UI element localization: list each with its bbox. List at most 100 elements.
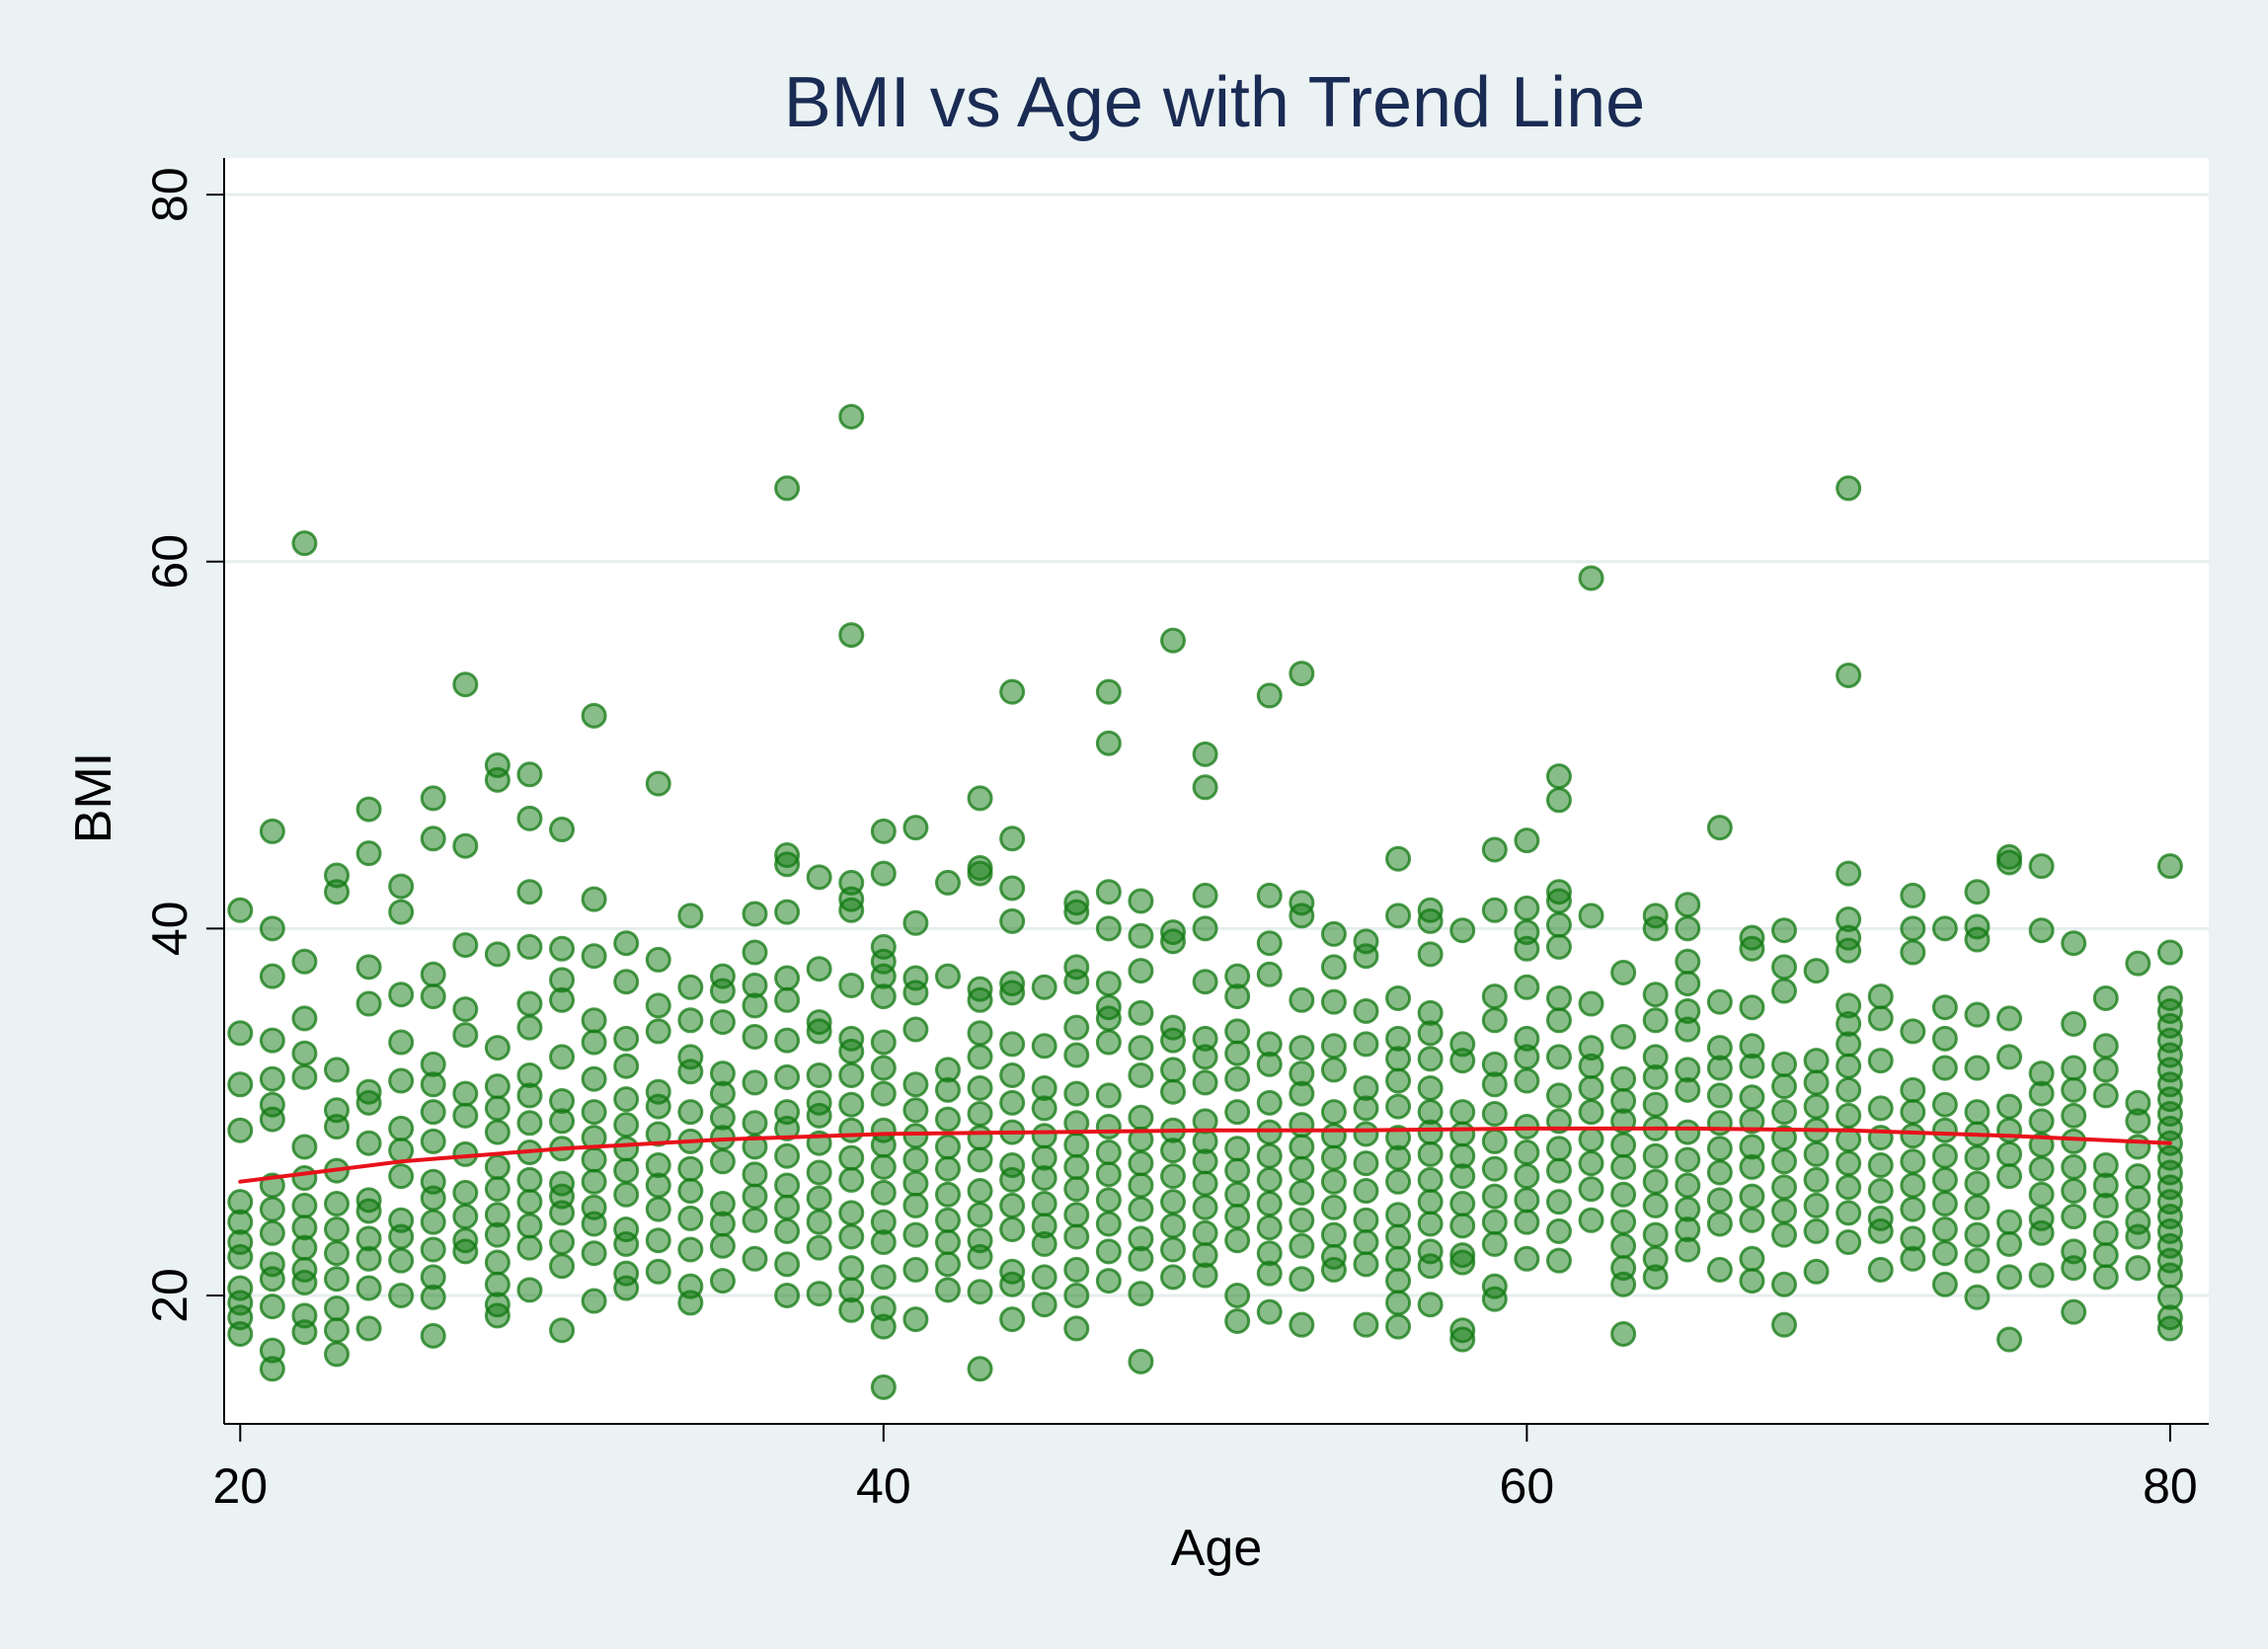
scatter-point (1836, 1150, 1862, 1177)
scatter-point (1128, 1281, 1154, 1307)
scatter-point (1160, 1189, 1187, 1216)
scatter-point (677, 1205, 704, 1231)
scatter-point (1417, 941, 1444, 968)
scatter-point (355, 1089, 382, 1116)
scatter-point (1514, 935, 1540, 962)
scatter-point (1803, 1166, 1830, 1193)
scatter-point (1931, 915, 1958, 942)
scatter-point (1514, 1187, 1540, 1214)
scatter-point (1578, 990, 1604, 1017)
scatter-point (1320, 1057, 1347, 1083)
scatter-point (1256, 1089, 1283, 1116)
scatter-point (1931, 1025, 1958, 1052)
scatter-point (2061, 930, 2087, 957)
scatter-point (452, 1204, 479, 1230)
scatter-point (806, 1234, 832, 1261)
scatter-point (1867, 1095, 1894, 1122)
scatter-point (1706, 1187, 1733, 1214)
scatter-point (1320, 1123, 1347, 1149)
scatter-point (1256, 1215, 1283, 1241)
scatter-point (1675, 948, 1701, 975)
scatter-point (1836, 937, 1862, 964)
scatter-point (1192, 1069, 1218, 1096)
scatter-point (1578, 1127, 1604, 1153)
scatter-point (1803, 1140, 1830, 1167)
scatter-point (1192, 882, 1218, 908)
scatter-point (902, 909, 929, 936)
scatter-point (355, 1130, 382, 1156)
scatter-point (291, 1063, 318, 1090)
scatter-point (1803, 1192, 1830, 1218)
scatter-point (677, 1236, 704, 1263)
scatter-point (1289, 1266, 1315, 1293)
scatter-point (1385, 1223, 1412, 1250)
scatter-point (1095, 1005, 1122, 1032)
scatter-point (934, 869, 961, 896)
scatter-point (1095, 678, 1122, 705)
scatter-point (1320, 988, 1347, 1015)
scatter-point (1385, 984, 1412, 1011)
scatter-point (999, 1217, 1026, 1243)
scatter-point (1417, 1253, 1444, 1280)
scatter-point (388, 1282, 415, 1308)
scatter-point (1385, 1046, 1412, 1072)
scatter-point (1996, 1140, 2023, 1167)
scatter-point (1417, 1166, 1444, 1193)
scatter-point (742, 1110, 768, 1137)
scatter-point (1545, 1007, 1572, 1034)
scatter-point (1385, 1245, 1412, 1272)
scatter-point (2028, 1108, 2055, 1135)
scatter-point (324, 1317, 351, 1344)
scatter-point (549, 1200, 576, 1226)
scatter-point (1031, 1165, 1057, 1192)
scatter-point (1063, 1042, 1090, 1068)
scatter-point (2061, 1128, 2087, 1154)
scatter-point (420, 1209, 446, 1235)
scatter-point (1224, 983, 1251, 1010)
scatter-point (1900, 1018, 1926, 1045)
scatter-point (484, 766, 510, 793)
x-tick-label: 20 (212, 1458, 268, 1514)
scatter-point (1545, 1217, 1572, 1244)
scatter-point (227, 1071, 254, 1098)
scatter-point (613, 1025, 640, 1052)
scatter-point (1256, 1260, 1283, 1287)
scatter-point (1675, 1146, 1701, 1173)
scatter-point (1481, 1183, 1508, 1210)
scatter-point (1289, 1035, 1315, 1061)
scatter-point (549, 935, 576, 962)
scatter-point (967, 1356, 993, 1382)
scatter-point (2061, 1178, 2087, 1205)
scatter-point (902, 1097, 929, 1124)
scatter-point (516, 1277, 543, 1303)
scatter-point (291, 1269, 318, 1296)
scatter-point (1095, 1114, 1122, 1140)
scatter-point (967, 1044, 993, 1070)
scatter-point (774, 1063, 801, 1090)
scatter-point (838, 1091, 865, 1118)
scatter-point (1128, 1061, 1154, 1088)
scatter-point (645, 946, 671, 973)
scatter-point (1739, 994, 1765, 1021)
scatter-point (1160, 1027, 1187, 1054)
scatter-point (934, 963, 961, 989)
scatter-point (1739, 1108, 1765, 1135)
scatter-point (1964, 1099, 1991, 1126)
scatter-point (1063, 899, 1090, 925)
scatter-point (581, 1288, 607, 1314)
scatter-point (1931, 1217, 1958, 1243)
scatter-point (1063, 1176, 1090, 1203)
scatter-point (1449, 1326, 1476, 1353)
scatter-point (2125, 1223, 2151, 1250)
scatter-point (613, 930, 640, 957)
scatter-point (1353, 1031, 1379, 1058)
scatter-point (645, 1018, 671, 1045)
y-tick-label: 60 (142, 534, 197, 589)
scatter-point (709, 1232, 736, 1259)
scatter-point (1964, 1055, 1991, 1081)
scatter-point (1514, 827, 1540, 854)
scatter-point (291, 530, 318, 557)
scatter-point (484, 1035, 510, 1061)
scatter-point (291, 948, 318, 975)
scatter-point (1964, 879, 1991, 905)
